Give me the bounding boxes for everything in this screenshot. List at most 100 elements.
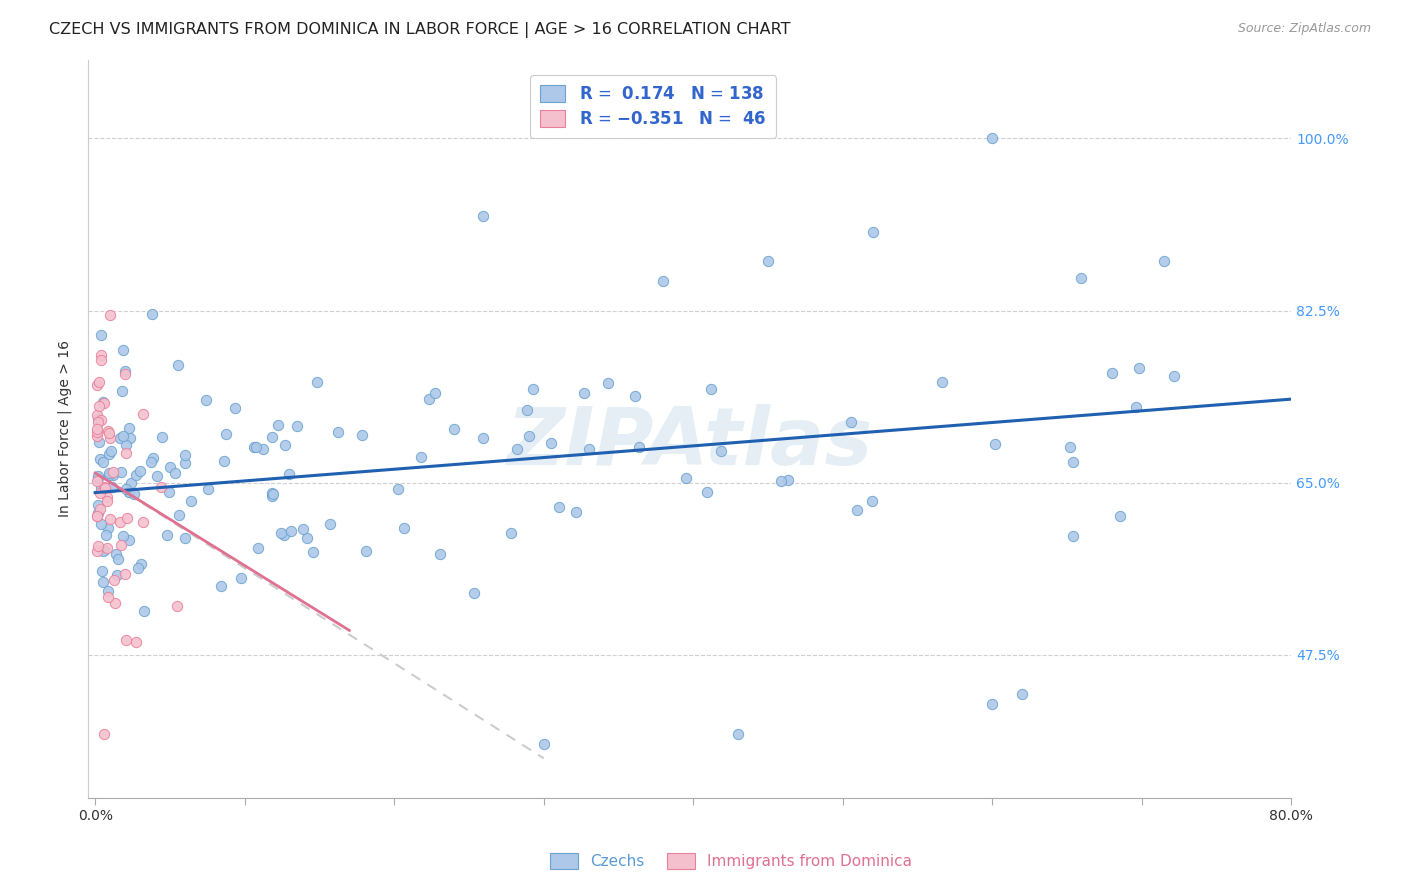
- Point: [91, 564, 114, 578]
- Point: [131, 515, 153, 529]
- Point: [572, 386, 595, 401]
- Point: [96, 494, 118, 508]
- Text: Source: ZipAtlas.com: Source: ZipAtlas.com: [1237, 22, 1371, 36]
- Point: [727, 727, 749, 741]
- Point: [125, 467, 148, 482]
- Point: [120, 476, 142, 491]
- Point: [197, 482, 219, 496]
- Point: [710, 444, 733, 458]
- Point: [1128, 360, 1150, 375]
- Point: [463, 585, 485, 599]
- Point: [98, 425, 121, 440]
- Point: [114, 567, 136, 582]
- Point: [86, 544, 108, 558]
- Point: [104, 596, 127, 610]
- Point: [270, 525, 292, 540]
- Point: [139, 455, 162, 469]
- Point: [1070, 271, 1092, 285]
- Point: [131, 407, 153, 421]
- Point: [141, 307, 163, 321]
- Point: [115, 632, 138, 647]
- Point: [100, 444, 122, 458]
- Point: [983, 436, 1005, 450]
- Point: [90, 327, 112, 342]
- Point: [86, 378, 108, 392]
- Point: [118, 484, 141, 499]
- Point: [118, 485, 141, 500]
- Point: [129, 557, 152, 571]
- Point: [87, 415, 110, 429]
- Point: [114, 367, 136, 381]
- Point: [108, 516, 131, 530]
- Point: [87, 435, 110, 450]
- Point: [97, 583, 120, 598]
- Point: [149, 480, 172, 494]
- Point: [472, 431, 495, 445]
- Point: [89, 451, 111, 466]
- Point: [418, 392, 440, 406]
- Point: [98, 309, 121, 323]
- Point: [302, 545, 325, 559]
- Point: [93, 543, 115, 558]
- Point: [429, 547, 451, 561]
- Point: [262, 487, 284, 501]
- Point: [101, 480, 124, 494]
- Point: [114, 437, 136, 451]
- Point: [111, 529, 134, 543]
- Point: [98, 431, 121, 445]
- Point: [90, 352, 112, 367]
- Point: [89, 486, 111, 500]
- Point: [516, 403, 538, 417]
- Point: [295, 532, 318, 546]
- Point: [114, 364, 136, 378]
- Point: [628, 440, 651, 454]
- Point: [652, 274, 675, 288]
- Point: [91, 395, 114, 409]
- Point: [96, 541, 118, 555]
- Point: [115, 511, 138, 525]
- Point: [156, 528, 179, 542]
- Point: [292, 522, 315, 536]
- Point: [87, 498, 110, 512]
- Point: [157, 484, 180, 499]
- Point: [262, 430, 284, 444]
- Point: [107, 551, 129, 566]
- Point: [150, 430, 173, 444]
- Point: [89, 399, 111, 413]
- Point: [111, 384, 134, 399]
- Point: [98, 466, 121, 480]
- Point: [443, 422, 465, 436]
- Point: [112, 428, 135, 442]
- Point: [274, 438, 297, 452]
- Point: [598, 376, 620, 390]
- Point: [394, 521, 416, 535]
- Point: [173, 457, 195, 471]
- Point: [87, 539, 110, 553]
- Point: [699, 382, 721, 396]
- Point: [578, 442, 600, 456]
- Point: [97, 590, 120, 604]
- Point: [540, 436, 562, 450]
- Point: [97, 447, 120, 461]
- Point: [127, 561, 149, 575]
- Point: [105, 568, 128, 582]
- Point: [522, 382, 544, 396]
- Point: [87, 469, 110, 483]
- Point: [89, 502, 111, 516]
- Point: [506, 442, 529, 456]
- Point: [128, 465, 150, 479]
- Point: [1101, 366, 1123, 380]
- Point: [103, 573, 125, 587]
- Point: [90, 348, 112, 362]
- Point: [547, 500, 569, 514]
- Point: [215, 427, 238, 442]
- Point: [87, 506, 110, 520]
- Point: [675, 470, 697, 484]
- Point: [1109, 508, 1132, 523]
- Point: [97, 424, 120, 438]
- Point: [93, 396, 115, 410]
- Point: [981, 131, 1004, 145]
- Point: [90, 517, 112, 532]
- Point: [86, 408, 108, 422]
- Point: [86, 508, 108, 523]
